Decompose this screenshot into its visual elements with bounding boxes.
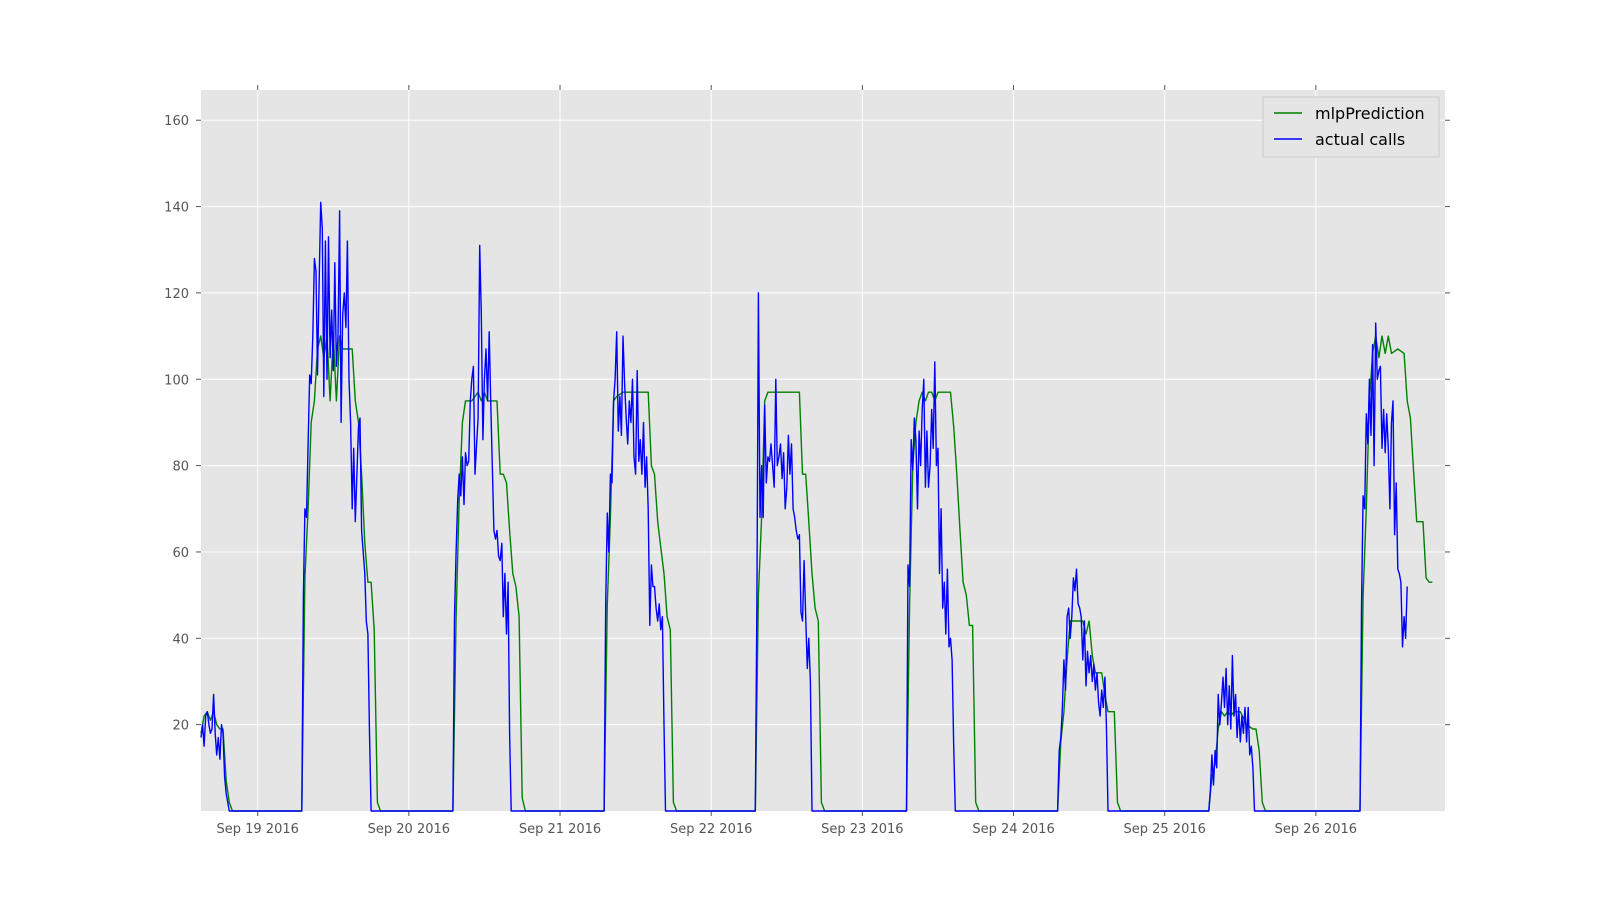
tick-labels: Sep 19 2016 Sep 20 2016 Sep 21 2016 Sep 22 … (164, 114, 1357, 837)
series-line-actual-calls (200, 201, 1408, 812)
x-tick-label: Sep 25 2016 (1124, 822, 1206, 837)
grid-lines (201, 90, 1445, 811)
legend-label-actual-calls: actual calls (1315, 130, 1405, 149)
x-tick-label: Sep 20 2016 (368, 822, 450, 837)
series-lines (200, 201, 1433, 812)
x-tick-label: Sep 23 2016 (821, 822, 903, 837)
y-tick-label: 40 (172, 632, 189, 647)
y-tick-label: 20 (172, 719, 189, 734)
x-tick-label: Sep 24 2016 (972, 822, 1054, 837)
legend-label-mlpPrediction: mlpPrediction (1315, 104, 1425, 123)
x-tick-label: Sep 22 2016 (670, 822, 752, 837)
x-tick-label: Sep 19 2016 (216, 822, 298, 837)
legend-box (1262, 96, 1440, 158)
y-tick-label: 140 (164, 201, 189, 216)
y-tick-label: 100 (164, 373, 189, 388)
axis-ticks (196, 85, 1450, 816)
y-tick-label: 60 (172, 546, 189, 561)
y-tick-label: 80 (172, 460, 189, 475)
x-tick-label: Sep 26 2016 (1275, 822, 1357, 837)
y-tick-label: 120 (164, 287, 189, 302)
x-tick-label: Sep 21 2016 (519, 822, 601, 837)
legend: mlpPrediction actual calls (1262, 96, 1440, 158)
y-tick-label: 160 (164, 114, 189, 129)
plot-background (201, 90, 1445, 811)
